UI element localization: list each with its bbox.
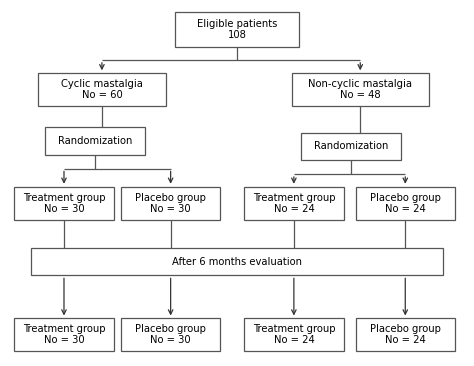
Text: Treatment group: Treatment group xyxy=(23,324,105,335)
Text: No = 30: No = 30 xyxy=(44,335,84,346)
Text: Randomization: Randomization xyxy=(314,141,388,152)
Text: Cyclic mastalgia: Cyclic mastalgia xyxy=(61,79,143,89)
Text: Treatment group: Treatment group xyxy=(23,193,105,203)
FancyBboxPatch shape xyxy=(121,187,220,220)
Text: No = 24: No = 24 xyxy=(273,203,314,214)
FancyBboxPatch shape xyxy=(292,73,429,106)
Text: No = 24: No = 24 xyxy=(385,335,426,346)
FancyBboxPatch shape xyxy=(301,133,401,160)
Text: Non-cyclic mastalgia: Non-cyclic mastalgia xyxy=(308,79,412,89)
Text: Placebo group: Placebo group xyxy=(370,193,441,203)
Text: No = 30: No = 30 xyxy=(150,203,191,214)
FancyBboxPatch shape xyxy=(121,318,220,351)
Text: 108: 108 xyxy=(228,30,246,40)
FancyBboxPatch shape xyxy=(175,12,299,46)
Text: After 6 months evaluation: After 6 months evaluation xyxy=(172,257,302,267)
FancyBboxPatch shape xyxy=(244,318,344,351)
Text: No = 30: No = 30 xyxy=(150,335,191,346)
Text: No = 60: No = 60 xyxy=(82,90,122,100)
Text: No = 30: No = 30 xyxy=(44,203,84,214)
FancyBboxPatch shape xyxy=(14,318,114,351)
Text: Placebo group: Placebo group xyxy=(135,324,206,335)
FancyBboxPatch shape xyxy=(244,187,344,220)
FancyBboxPatch shape xyxy=(38,73,166,106)
FancyBboxPatch shape xyxy=(356,187,455,220)
Text: Treatment group: Treatment group xyxy=(253,324,335,335)
FancyBboxPatch shape xyxy=(14,187,114,220)
FancyBboxPatch shape xyxy=(45,127,145,154)
FancyBboxPatch shape xyxy=(31,248,443,276)
Text: Placebo group: Placebo group xyxy=(370,324,441,335)
Text: Eligible patients: Eligible patients xyxy=(197,19,277,29)
Text: Placebo group: Placebo group xyxy=(135,193,206,203)
Text: No = 48: No = 48 xyxy=(340,90,381,100)
Text: Treatment group: Treatment group xyxy=(253,193,335,203)
FancyBboxPatch shape xyxy=(356,318,455,351)
Text: No = 24: No = 24 xyxy=(385,203,426,214)
Text: No = 24: No = 24 xyxy=(273,335,314,346)
Text: Randomization: Randomization xyxy=(58,136,132,146)
